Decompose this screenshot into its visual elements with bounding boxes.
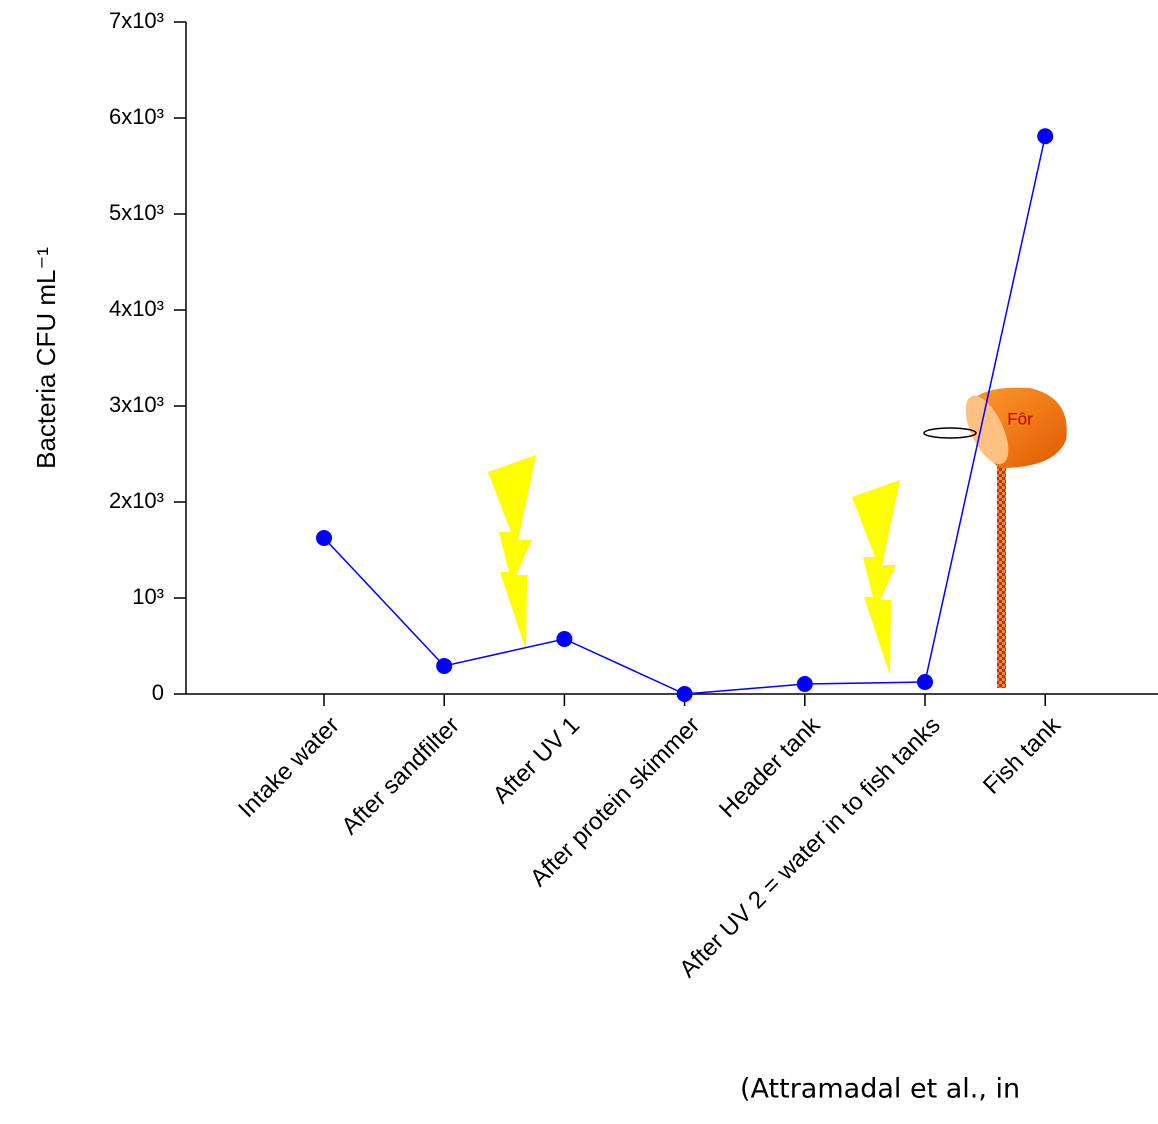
x-tick-label: After UV 1: [488, 712, 585, 809]
y-axis-label: Bacteria CFU mL⁻¹: [31, 247, 61, 469]
feed-ring: [923, 427, 977, 439]
y-tick-label: 4x10³: [109, 296, 164, 321]
citation: (Attramadal et al., in: [740, 1074, 1020, 1105]
x-tick-label: Intake water: [233, 712, 345, 824]
y-tick-label: 10³: [132, 584, 164, 609]
x-tick-label: Header tank: [714, 711, 826, 823]
data-line: [323, 136, 1046, 695]
feed-bucket-opening: [965, 395, 1009, 465]
x-tick-label: After sandfilter: [336, 712, 465, 841]
y-tick-label: 2x10³: [109, 488, 164, 513]
data-point: [676, 686, 693, 702]
feed-label: Fôr: [1007, 409, 1033, 428]
lightning-bolt: [852, 480, 900, 675]
y-tick-label: 3x10³: [109, 392, 164, 417]
data-point: [1037, 128, 1054, 145]
data-point: [556, 630, 573, 647]
lightning-bolt: [488, 455, 536, 650]
x-tick-label: Fish tank: [978, 711, 1067, 800]
y-tick-label: 5x10³: [109, 200, 164, 225]
data-point: [917, 674, 933, 690]
y-tick-label: 0: [152, 680, 164, 705]
y-tick-label: 7x10³: [109, 8, 164, 33]
feed-pole: [997, 462, 1006, 688]
y-tick-label: 6x10³: [109, 104, 164, 129]
data-point: [796, 676, 813, 693]
data-point: [436, 657, 453, 674]
x-tick-label: After UV 2 = water in to fish tanks: [674, 712, 945, 983]
decoration: Fôr: [488, 387, 1067, 688]
data-point: [316, 530, 332, 546]
